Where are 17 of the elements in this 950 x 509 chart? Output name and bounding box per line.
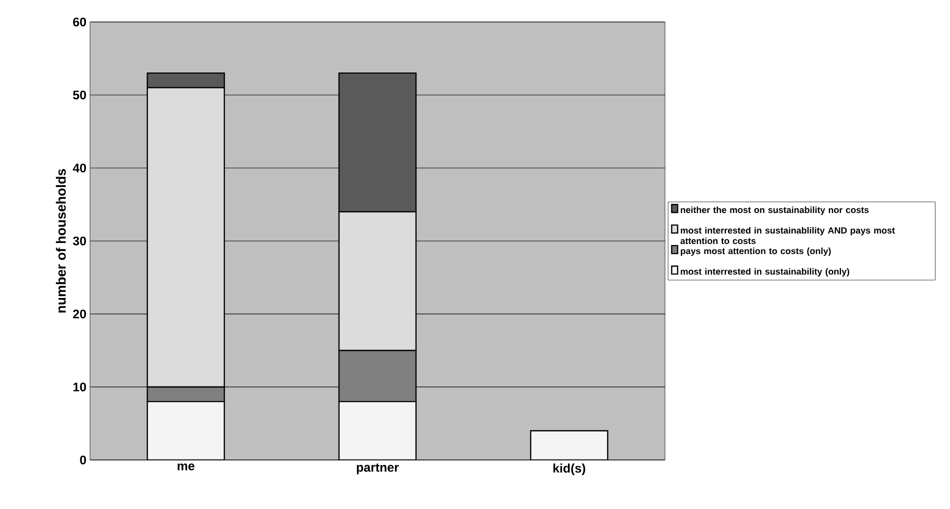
y-tick-label: 30: [72, 236, 86, 246]
y-axis-title: number of households: [56, 169, 66, 313]
bar: [530, 430, 608, 460]
y-tick-label: 50: [73, 90, 86, 100]
legend-label: most interrested in sustainability (only): [680, 268, 850, 276]
x-tick-label: me: [178, 464, 194, 470]
y-tick-label: 20: [73, 310, 86, 318]
y-tick-label: 0: [80, 456, 86, 464]
y-tick-label: 10: [73, 382, 86, 392]
bar: [146, 400, 225, 460]
y-tick-label: 40: [72, 164, 86, 172]
x-tick-label: partner: [356, 464, 399, 474]
x-tick-label: kid(s): [553, 464, 586, 476]
bar: [338, 400, 417, 460]
y-tick-label: 60: [73, 18, 86, 26]
legend-label: pays most attention to costs (only): [680, 248, 831, 256]
legend-label: neither the most on sustainability nor costs: [680, 206, 869, 215]
